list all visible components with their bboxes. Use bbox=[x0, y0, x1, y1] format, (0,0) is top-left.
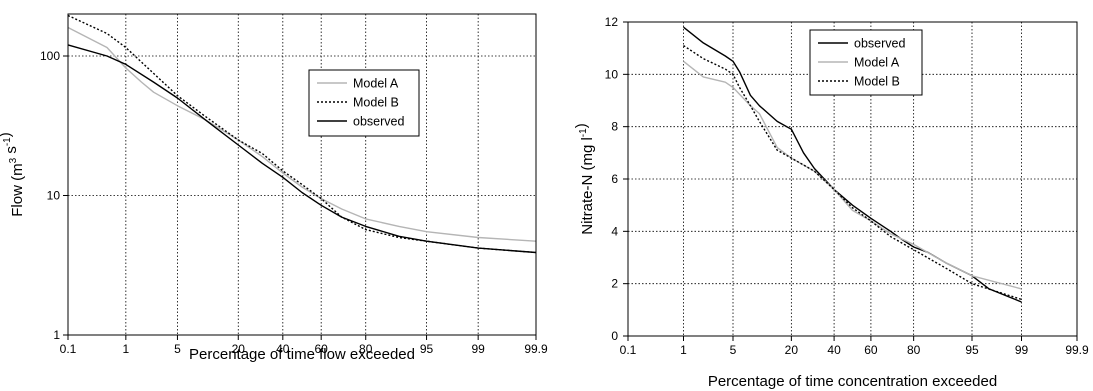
x-tick-label: 99 bbox=[471, 342, 485, 356]
x-tick-label: 40 bbox=[827, 343, 841, 357]
y-tick-label: 4 bbox=[611, 224, 618, 238]
x-tick-label: 20 bbox=[785, 343, 799, 357]
x-tick-label: 99.9 bbox=[524, 342, 548, 356]
y-ticks: 0 2 4 6 8 10 12 bbox=[605, 15, 628, 343]
legend-box bbox=[308, 69, 420, 137]
x-tick-label: 99 bbox=[1015, 343, 1029, 357]
legend-label: Model B bbox=[854, 75, 900, 89]
y-tick-label: 8 bbox=[611, 120, 618, 134]
series-line-model-a bbox=[683, 60, 1022, 290]
x-axis-title: Percentage of time concentration exceede… bbox=[708, 373, 997, 390]
x-tick-label: 0.1 bbox=[60, 342, 77, 356]
y-tick-label: 6 bbox=[611, 172, 618, 186]
x-axis-title: Percentage of time flow exceeded bbox=[189, 346, 415, 363]
legend: Model A Model B observed bbox=[308, 69, 420, 137]
x-tick-label: 99.9 bbox=[1065, 343, 1089, 357]
gridlines bbox=[68, 14, 536, 335]
x-tick-label: 60 bbox=[315, 342, 329, 356]
series-group bbox=[67, 14, 537, 254]
legend-label: Model A bbox=[854, 56, 900, 70]
y-ticks: 1 10 100 bbox=[40, 49, 68, 342]
nitrate-duration-chart: 0.1 1 5 20 40 60 80 95 99 99.9 0 2 4 6 8 10 12 Percentage… bbox=[573, 15, 1089, 390]
x-tick-label: 80 bbox=[907, 343, 921, 357]
plot-frame bbox=[67, 13, 537, 336]
x-tick-label: 60 bbox=[864, 343, 878, 357]
y-tick-label: 0 bbox=[611, 329, 618, 343]
x-tick-label: 95 bbox=[420, 342, 434, 356]
legend-label: Model A bbox=[353, 77, 399, 91]
legend-label: Model B bbox=[353, 96, 399, 110]
y-tick-label: 2 bbox=[611, 277, 618, 291]
x-tick-label: 40 bbox=[276, 342, 290, 356]
x-ticks: 0.1 1 5 20 40 60 80 95 99 99.9 bbox=[60, 335, 548, 356]
x-tick-label: 95 bbox=[965, 343, 979, 357]
legend-label: observed bbox=[854, 37, 905, 51]
y-axis-title: Flow (m3 s-1) bbox=[0, 132, 26, 216]
y-tick-label: 12 bbox=[605, 15, 619, 29]
x-tick-label: 20 bbox=[232, 342, 246, 356]
legend-label: observed bbox=[353, 115, 404, 129]
y-tick-label: 10 bbox=[47, 188, 61, 202]
x-tick-label: 1 bbox=[680, 343, 687, 357]
x-tick-label: 1 bbox=[122, 342, 129, 356]
series-line-model-a bbox=[67, 26, 537, 242]
series-line-model-b bbox=[683, 45, 1022, 301]
series-line-observed bbox=[67, 44, 537, 254]
series-group bbox=[683, 26, 1022, 303]
x-tick-label: 80 bbox=[359, 342, 373, 356]
x-tick-label: 5 bbox=[174, 342, 181, 356]
legend: observed Model A Model B bbox=[809, 29, 923, 96]
x-ticks: 0.1 1 5 20 40 60 80 95 99 99.9 bbox=[620, 336, 1089, 357]
y-tick-label: 1 bbox=[53, 328, 60, 342]
x-tick-label: 0.1 bbox=[620, 343, 637, 357]
x-tick-label: 5 bbox=[730, 343, 737, 357]
y-tick-label: 100 bbox=[40, 49, 60, 63]
y-axis-title: Nitrate-N (mg l-1) bbox=[573, 123, 596, 234]
y-tick-label: 10 bbox=[605, 67, 619, 81]
series-line-model-b bbox=[67, 14, 537, 254]
